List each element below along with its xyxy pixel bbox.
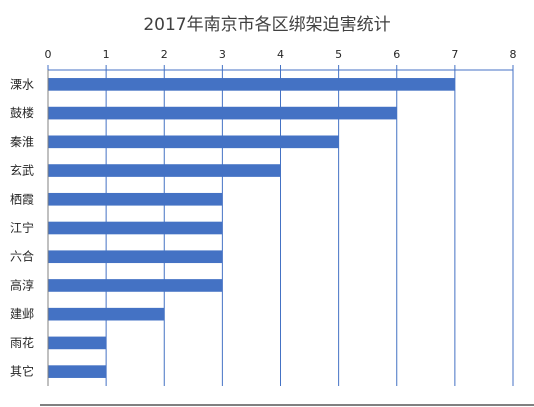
category-label: 六合 — [10, 249, 34, 264]
x-tick-label: 8 — [510, 48, 517, 61]
category-label: 秦淮 — [10, 135, 34, 149]
bar — [48, 365, 107, 378]
category-label: 建邺 — [10, 307, 34, 321]
axes — [40, 69, 534, 406]
bar — [48, 336, 107, 350]
x-axis-ticks: 0 1 2 3 4 5 6 7 8 — [45, 48, 517, 70]
bar — [48, 250, 223, 264]
category-label: 玄武 — [10, 163, 34, 178]
x-tick-label: 7 — [451, 48, 458, 61]
category-label: 雨花 — [10, 335, 34, 350]
category-label: 高淳 — [10, 277, 34, 292]
x-tick-label: 0 — [45, 48, 52, 61]
category-label: 江宁 — [10, 220, 34, 235]
x-tick-label: 2 — [161, 48, 168, 61]
chart-title: 2017年南京市各区绑架迫害统计 — [143, 15, 391, 35]
bar — [48, 106, 397, 120]
bar — [48, 192, 223, 206]
category-label: 溧水 — [10, 77, 34, 91]
x-tick-label: 6 — [393, 48, 400, 61]
x-tick-label: 1 — [103, 48, 110, 61]
bar — [48, 164, 281, 177]
bar — [48, 279, 223, 292]
x-tick-label: 3 — [219, 48, 226, 61]
category-label: 鼓楼 — [10, 105, 34, 120]
x-tick-label: 5 — [335, 48, 342, 61]
bar — [48, 135, 339, 149]
category-label: 栖霞 — [10, 191, 34, 206]
bar — [48, 307, 165, 321]
bar — [48, 221, 223, 235]
bars — [48, 78, 455, 378]
x-tick-label: 4 — [277, 48, 284, 61]
category-label: 其它 — [10, 364, 34, 379]
bar — [48, 78, 455, 91]
